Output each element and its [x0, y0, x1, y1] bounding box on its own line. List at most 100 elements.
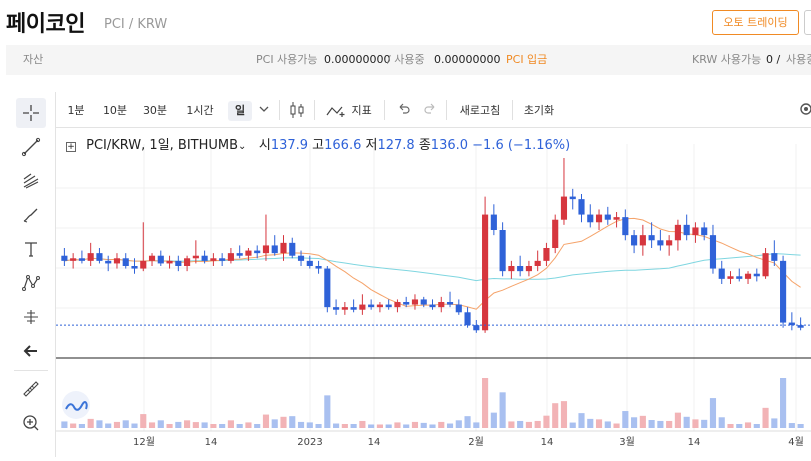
- candle-body: [657, 240, 664, 246]
- candle-body: [394, 302, 401, 308]
- volume-bar: [192, 422, 199, 428]
- volume-bar: [315, 424, 322, 428]
- volume-bar: [701, 419, 708, 428]
- candle-body: [368, 304, 375, 308]
- divider: [446, 100, 447, 120]
- candle-body: [499, 230, 506, 272]
- interval-30m[interactable]: 30분: [142, 104, 168, 117]
- candle-body: [175, 260, 182, 266]
- drawing-toolbar: [6, 92, 56, 457]
- volume-bar: [385, 424, 392, 428]
- settings-button[interactable]: [798, 101, 811, 121]
- text-icon[interactable]: [16, 234, 46, 264]
- volume-bar: [166, 424, 173, 428]
- pci-deposit-link[interactable]: PCI 입금: [506, 53, 548, 66]
- candle-body: [648, 235, 655, 241]
- candle-body: [508, 266, 515, 272]
- volume-bar: [709, 398, 717, 428]
- krw-available-value: 0 /: [766, 53, 781, 66]
- reset-button[interactable]: 초기화: [523, 104, 555, 117]
- volume-bar: [297, 421, 305, 428]
- asset-label: 자산: [23, 53, 44, 66]
- candle-body: [297, 255, 305, 261]
- interval-1m[interactable]: 1분: [67, 104, 85, 117]
- volume-bar: [525, 421, 532, 428]
- candle-body: [622, 217, 629, 236]
- legend-expand-icon[interactable]: +: [66, 142, 76, 152]
- volume-bar: [657, 420, 664, 428]
- candle-body: [455, 304, 462, 313]
- candle-body: [578, 199, 585, 215]
- volume-bar: [420, 422, 427, 428]
- brush-icon[interactable]: [16, 200, 46, 230]
- candle-body: [105, 260, 112, 264]
- legend-low: 127.8: [377, 138, 415, 153]
- volume-bar: [219, 424, 226, 428]
- volume-bar: [473, 422, 480, 428]
- crosshair-icon[interactable]: [16, 98, 46, 128]
- measure-icon[interactable]: [16, 302, 46, 332]
- ruler-icon[interactable]: [16, 374, 46, 404]
- price-chart[interactable]: 12월 14 2023 14 2월 14 3월 14 4월: [56, 128, 811, 457]
- volume-bar: [771, 418, 778, 428]
- candle-body: [385, 304, 392, 308]
- x-tick-label: 2023: [297, 437, 322, 448]
- candle-body: [113, 258, 121, 264]
- volume-bar: [122, 420, 129, 428]
- candle-body: [78, 258, 85, 261]
- chart-area[interactable]: 12월 14 2023 14 2월 14 3월 14 4월 + PCI/KRW, 1일, BIT…: [56, 128, 811, 457]
- fib-tool-icon[interactable]: [16, 166, 46, 196]
- pattern-icon[interactable]: [16, 268, 46, 298]
- volume-bar: [762, 407, 769, 428]
- divider: [512, 100, 513, 120]
- volume-bar: [227, 420, 234, 428]
- redo-button[interactable]: [422, 101, 438, 121]
- candle-body: [517, 266, 524, 272]
- asset-bar: 자산 PCI 사용가능 0.00000000 / 사용중 0.00000000 …: [6, 45, 811, 75]
- secondary-button[interactable]: [804, 10, 811, 35]
- volume-bar: [788, 423, 795, 428]
- undo-button[interactable]: [396, 101, 412, 121]
- candle-body: [753, 273, 760, 277]
- interval-dropdown[interactable]: [256, 101, 272, 121]
- candle-body: [420, 299, 427, 305]
- candle-body: [131, 266, 138, 269]
- volume-bar: [78, 424, 85, 428]
- back-arrow-icon[interactable]: [16, 336, 46, 366]
- candle-body: [674, 224, 681, 241]
- candle-type-button[interactable]: [286, 101, 308, 121]
- ma-long-line: [64, 253, 801, 282]
- candle-body: [595, 214, 603, 223]
- candle-body: [438, 302, 445, 308]
- interval-10m[interactable]: 10분: [102, 104, 128, 117]
- indicators-button[interactable]: 지표: [326, 101, 378, 121]
- logo-mark: [62, 391, 90, 419]
- legend-close-label: 종: [418, 138, 431, 153]
- volume-bar: [797, 424, 804, 428]
- candle-body: [376, 304, 383, 308]
- auto-trading-button[interactable]: 오토 트레이딩: [712, 10, 799, 35]
- candle-body: [315, 266, 322, 269]
- candle-body: [797, 325, 804, 328]
- interval-1h[interactable]: 1시간: [186, 104, 214, 117]
- volume-bar: [508, 421, 515, 428]
- refresh-button[interactable]: 새로고침: [459, 104, 501, 117]
- volume-bar: [61, 421, 68, 428]
- volume-bar: [411, 421, 419, 428]
- krw-in-use-label: 사용중: [786, 53, 811, 66]
- volume-bar: [482, 378, 489, 428]
- candle-body: [262, 245, 270, 254]
- volume-bar: [578, 413, 585, 428]
- coin-name: 페이코인: [6, 12, 85, 37]
- candle-body: [771, 253, 778, 261]
- interval-day[interactable]: 일: [228, 101, 252, 121]
- legend-symbol[interactable]: PCI/KRW, 1일, BITHUMB: [86, 138, 239, 153]
- candle-body: [350, 307, 357, 310]
- volume-bar: [622, 411, 629, 428]
- candle-body: [473, 325, 480, 331]
- volume-bar: [560, 401, 568, 428]
- candle-body: [552, 219, 559, 248]
- trend-line-icon[interactable]: [16, 132, 46, 162]
- candle-body: [446, 302, 454, 305]
- zoom-in-icon[interactable]: [16, 408, 46, 438]
